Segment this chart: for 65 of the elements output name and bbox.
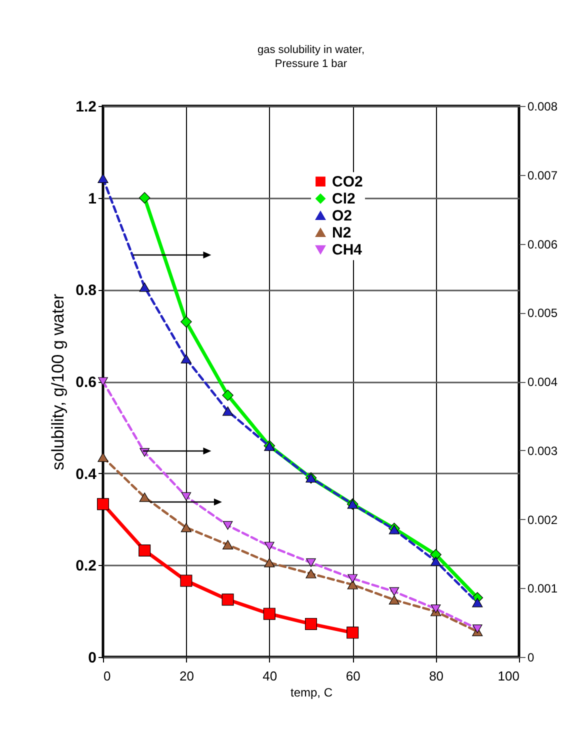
point bbox=[222, 390, 234, 401]
legend-label: CH4 bbox=[332, 242, 363, 259]
y2-tick-label: 0.007 bbox=[528, 168, 558, 182]
point bbox=[346, 626, 359, 639]
y-tick-label: 0.6 bbox=[76, 374, 96, 391]
chart-title: gas solubility in water, bbox=[258, 44, 364, 56]
point bbox=[306, 569, 316, 578]
y2-tick-label: 0.002 bbox=[528, 512, 558, 527]
y-tick-label: 0 bbox=[88, 650, 96, 666]
x-tick-label: 80 bbox=[429, 668, 444, 684]
point bbox=[138, 544, 151, 556]
point bbox=[222, 540, 234, 550]
point bbox=[97, 498, 109, 510]
y2-tick-label: 0.005 bbox=[528, 306, 558, 320]
point bbox=[305, 618, 317, 630]
x-axis-title: temp, C bbox=[290, 686, 333, 700]
x-tick-label: 40 bbox=[262, 668, 278, 684]
point bbox=[306, 558, 316, 567]
point bbox=[472, 624, 482, 634]
point bbox=[430, 604, 441, 614]
point bbox=[222, 594, 234, 606]
point bbox=[222, 406, 234, 416]
y-tick-label: 0.2 bbox=[76, 558, 96, 575]
y2-tick-label: 0 bbox=[528, 650, 534, 664]
point bbox=[472, 598, 483, 608]
point bbox=[430, 548, 442, 560]
y-axis-title: solubility, g/100 g water bbox=[48, 293, 68, 470]
point bbox=[180, 316, 192, 328]
x-tick-label: 0 bbox=[104, 668, 111, 684]
point bbox=[264, 542, 274, 550]
chart-subtitle: Pressure 1 bar bbox=[274, 58, 348, 70]
y2-tick-label: 0.003 bbox=[528, 444, 558, 458]
y2-tick-label: 0.004 bbox=[528, 375, 558, 389]
point bbox=[98, 174, 108, 183]
y-tick-label: 1 bbox=[88, 190, 96, 208]
point bbox=[180, 574, 192, 587]
point bbox=[222, 521, 233, 530]
point bbox=[263, 608, 276, 620]
point bbox=[389, 587, 400, 596]
y2-tick-label: 0.006 bbox=[528, 237, 558, 252]
point bbox=[180, 522, 192, 532]
legend-label: O2 bbox=[332, 208, 352, 225]
point bbox=[388, 595, 400, 604]
y2-tick-label: 0.001 bbox=[528, 582, 558, 596]
y-tick-label: 0.4 bbox=[76, 466, 98, 483]
point bbox=[98, 452, 108, 462]
point bbox=[180, 354, 192, 364]
x-tick-label: 60 bbox=[346, 668, 360, 684]
y2-tick-label: 0.008 bbox=[528, 100, 558, 114]
point bbox=[139, 282, 150, 292]
legend-label: Cl2 bbox=[332, 190, 356, 208]
y-tick-label: 0.8 bbox=[76, 282, 96, 300]
point bbox=[264, 558, 275, 568]
x-tick-label: 100 bbox=[498, 668, 520, 684]
point bbox=[138, 192, 150, 204]
legend-label: N2 bbox=[332, 224, 352, 242]
point bbox=[430, 556, 442, 566]
point bbox=[98, 377, 108, 386]
point bbox=[139, 492, 150, 502]
x-tick-label: 20 bbox=[179, 668, 194, 684]
point bbox=[348, 574, 358, 583]
legend-label: CO2 bbox=[332, 174, 363, 191]
point bbox=[347, 580, 358, 590]
y-tick-label: 1.2 bbox=[76, 98, 96, 116]
point bbox=[181, 492, 192, 501]
